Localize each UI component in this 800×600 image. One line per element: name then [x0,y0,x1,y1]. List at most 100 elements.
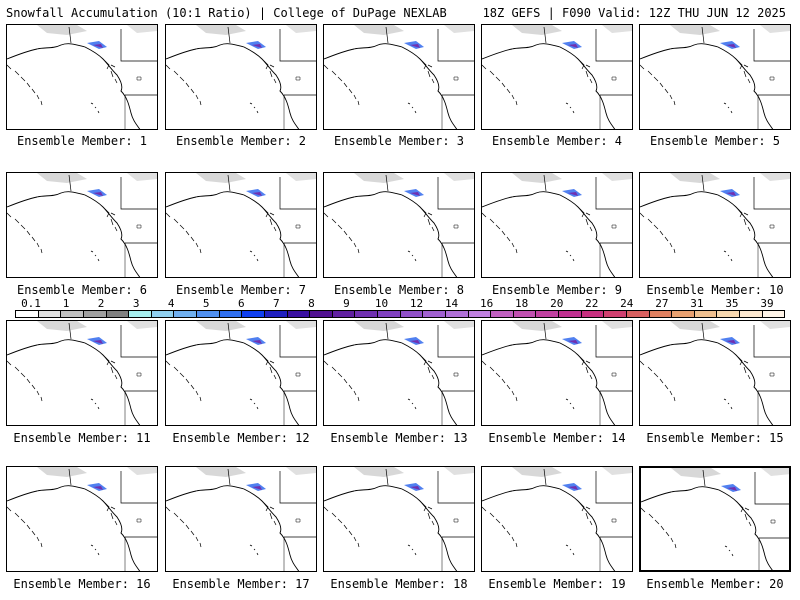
colorbar-segment [242,311,265,317]
member-label: Ensemble Member: 19 [488,577,626,591]
ensemble-panel [323,320,475,426]
colorbar-segment [219,311,243,317]
ensemble-panel [165,24,317,130]
member-label: Ensemble Member: 8 [333,283,465,297]
colorbar-segment [513,311,537,317]
snowfall-map [324,467,474,571]
snowfall-colorbar [15,310,785,318]
member-label: Ensemble Member: 13 [330,431,468,445]
snowfall-map [166,25,316,129]
snowfall-map [482,321,632,425]
snowfall-map [640,321,790,425]
colorbar-tick-label: 9 [343,297,350,310]
snowfall-map [324,321,474,425]
colorbar-segment [378,311,401,317]
colorbar-segment [129,311,152,317]
colorbar-segment [287,311,311,317]
colorbar-segment [604,311,627,317]
colorbar-tick-label: 39 [760,297,774,310]
ensemble-panel [323,24,475,130]
colorbar-tick-label: 0.1 [21,297,41,310]
member-label: Ensemble Member: 18 [330,577,468,591]
member-label: Ensemble Member: 15 [646,431,784,445]
colorbar-tick-label: 2 [97,297,105,310]
ensemble-panel [323,466,475,572]
ensemble-panel [165,466,317,572]
colorbar-tick-label: 5 [202,297,210,310]
colorbar-segment [83,311,107,317]
colorbar-segment [423,311,446,317]
ensemble-panel [481,24,633,130]
colorbar-tick-label: 10 [374,297,389,310]
colorbar-segment [264,311,288,317]
colorbar-segment [38,311,62,317]
snowfall-map [7,467,157,571]
snowfall-map [640,25,790,129]
colorbar-segment [106,311,130,317]
colorbar-tick-label: 16 [479,297,494,310]
member-label: Ensemble Member: 12 [172,431,310,445]
member-label: Ensemble Member: 5 [649,134,781,148]
snowfall-map [7,25,157,129]
ensemble-panel [639,172,791,278]
ensemble-panel [323,172,475,278]
snowfall-map [641,468,789,570]
colorbar-tick-label: 7 [273,297,280,310]
ensemble-panel [165,320,317,426]
member-label: Ensemble Member: 4 [491,134,623,148]
colorbar-segment [694,311,718,317]
colorbar-segment [355,311,378,317]
colorbar-segment [717,311,740,317]
member-label: Ensemble Member: 7 [175,283,307,297]
colorbar-tick-label: 12 [409,297,424,310]
colorbar-segment [672,311,695,317]
snowfall-map [324,173,474,277]
colorbar-tick-label: 18 [515,297,529,310]
colorbar-segment [310,311,333,317]
colorbar-segment [649,311,673,317]
member-label: Ensemble Member: 9 [491,283,623,297]
colorbar-segment [762,311,785,317]
member-label: Ensemble Member: 6 [16,283,148,297]
ensemble-panel [639,466,791,572]
colorbar-tick-label: 27 [655,297,669,310]
snowfall-map [482,467,632,571]
member-label: Ensemble Member: 14 [488,431,626,445]
colorbar-tick-label: 24 [620,297,634,310]
map-title: Snowfall Accumulation (10:1 Ratio) | Col… [6,6,447,20]
ensemble-panel [481,320,633,426]
ensemble-panel [6,320,158,426]
colorbar-segment [626,311,650,317]
colorbar-segment [468,311,492,317]
colorbar-tick-label: 20 [550,297,564,310]
colorbar-segment [740,311,763,317]
member-label: Ensemble Member: 3 [333,134,465,148]
colorbar-tick-label: 4 [167,297,175,310]
colorbar-segment [536,311,559,317]
snowfall-map [7,321,157,425]
member-label: Ensemble Member: 1 [16,134,148,148]
colorbar-segment [332,311,356,317]
snowfall-map [324,25,474,129]
valid-time: 18Z GEFS | F090 Valid: 12Z THU JUN 12 20… [482,6,786,20]
snowfall-map [482,25,632,129]
member-label: Ensemble Member: 10 [646,283,784,297]
member-label: Ensemble Member: 17 [172,577,310,591]
colorbar-segment [581,311,605,317]
colorbar-segment [400,311,424,317]
colorbar-segment [61,311,84,317]
snowfall-map [640,173,790,277]
colorbar-tick-label: 31 [690,297,704,310]
ensemble-panel [481,172,633,278]
colorbar-segment [491,311,514,317]
colorbar-tick-label: 8 [308,297,315,310]
snowfall-map [166,467,316,571]
colorbar-tick-label: 1 [62,297,70,310]
ensemble-panel [639,24,791,130]
colorbar-segment [445,311,469,317]
snowfall-map [482,173,632,277]
ensemble-panel [6,172,158,278]
colorbar-tick-label: 22 [585,297,599,310]
colorbar-segment [16,311,39,317]
snowfall-map [166,321,316,425]
